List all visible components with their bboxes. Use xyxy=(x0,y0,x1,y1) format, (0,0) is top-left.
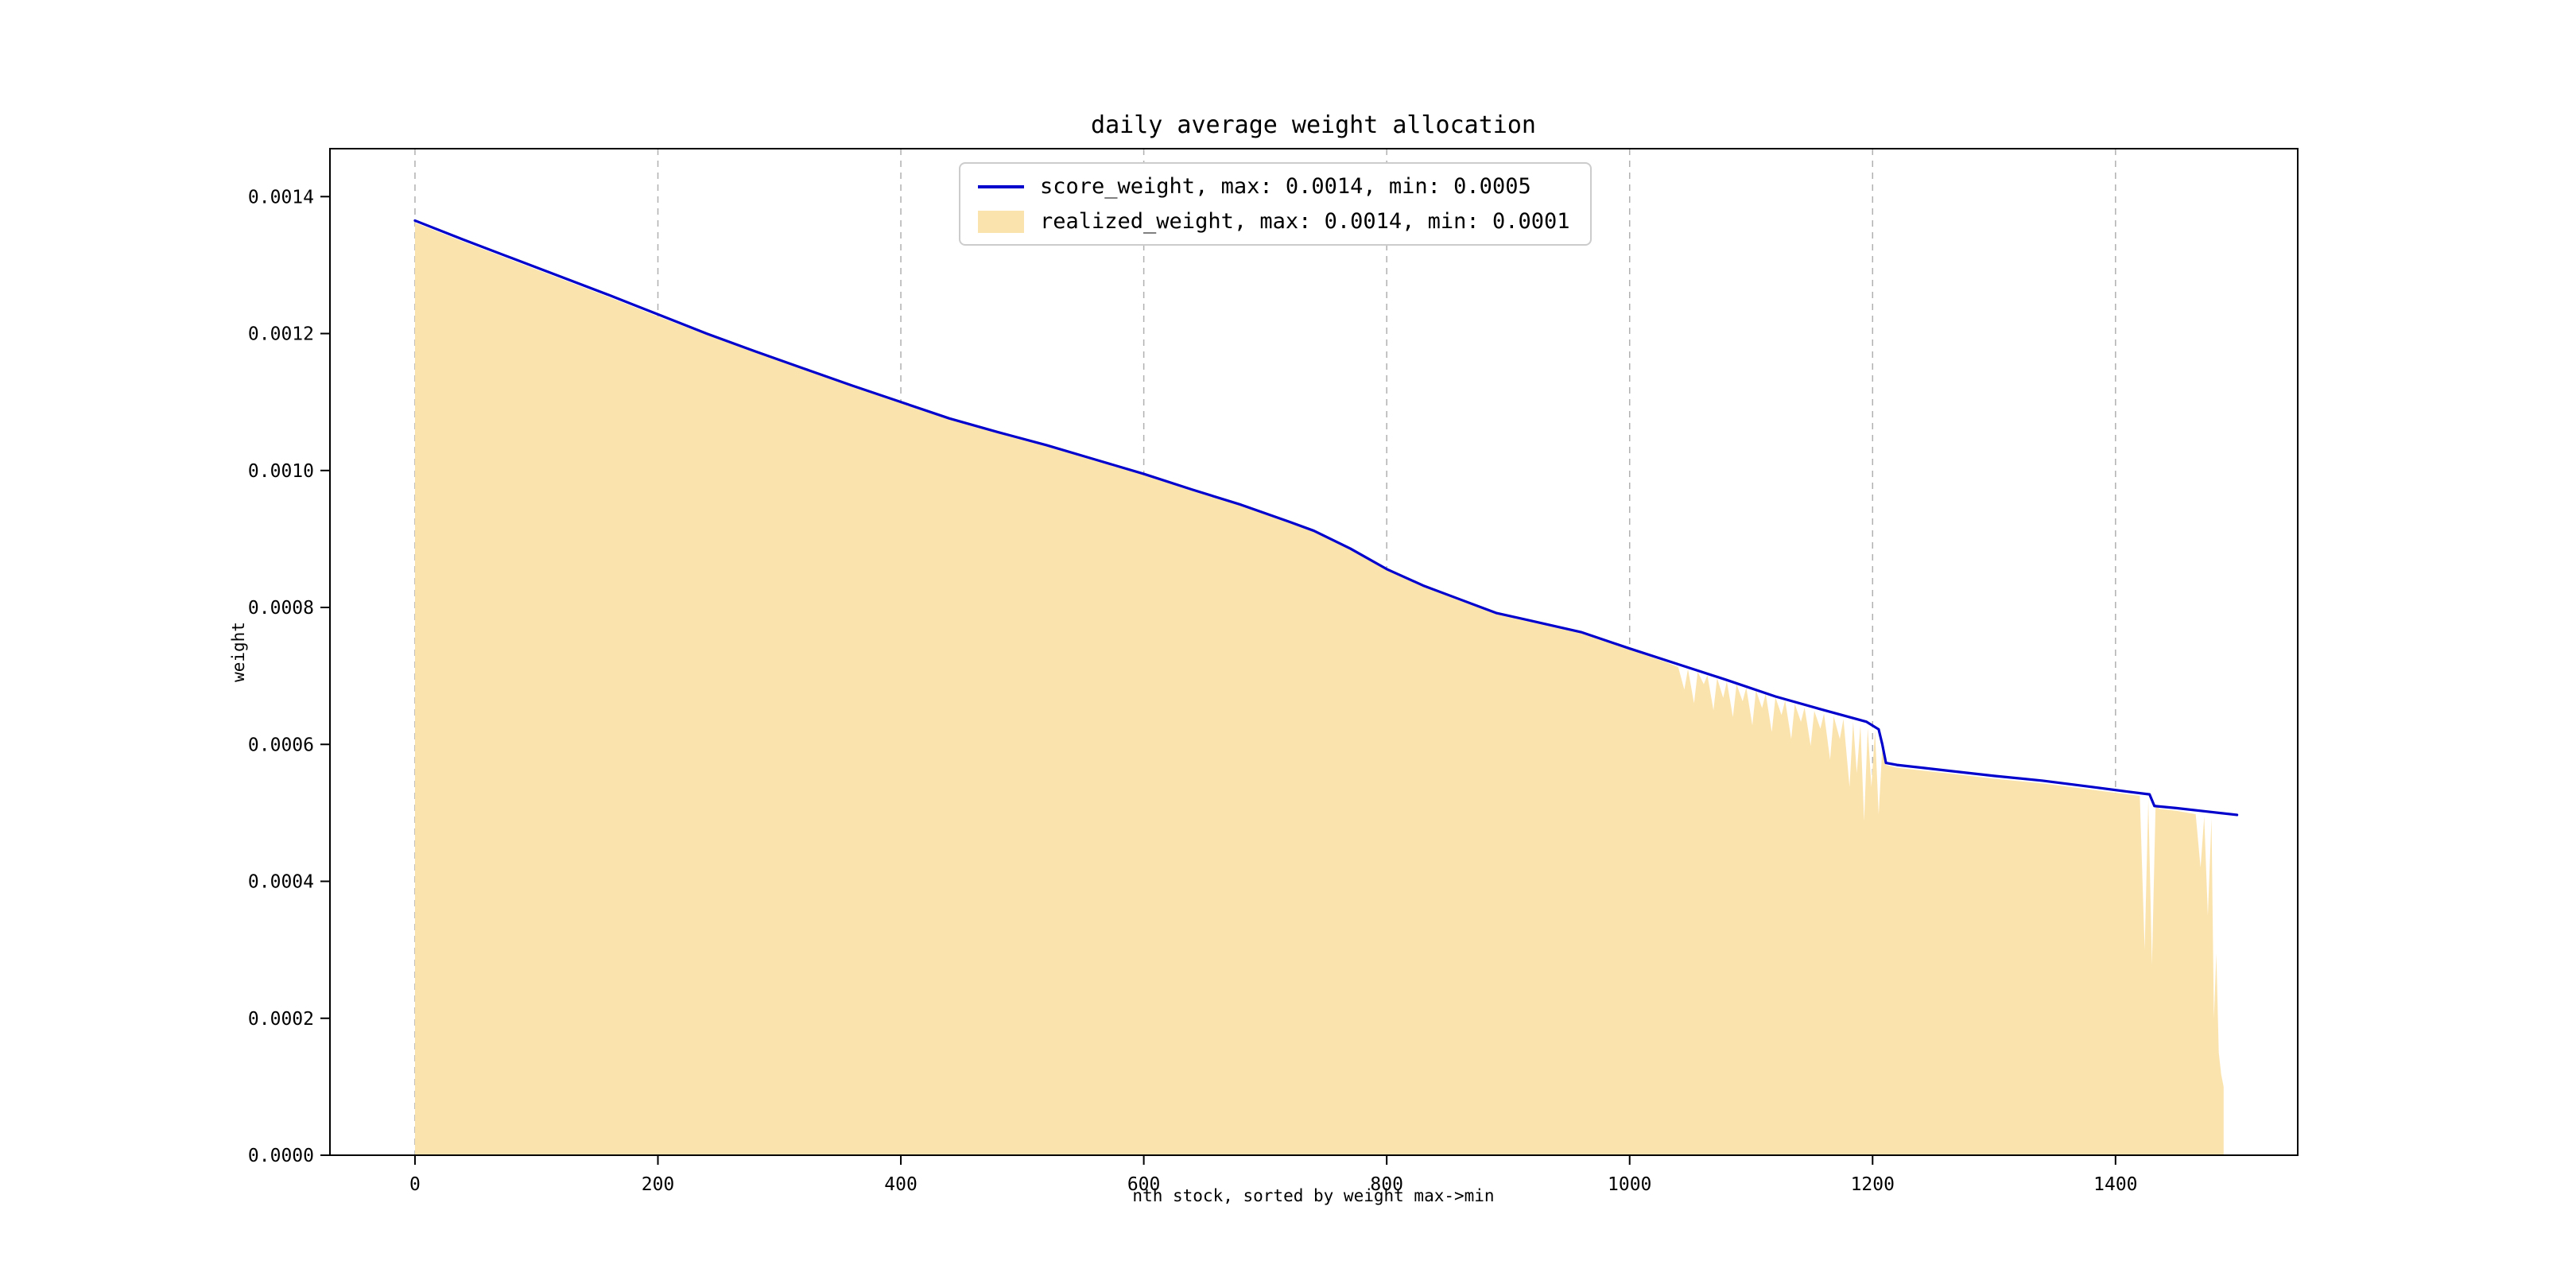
y-tick-label: 0.0000 xyxy=(248,1146,314,1166)
legend-label-score: score_weight, max: 0.0014, min: 0.0005 xyxy=(1040,174,1531,199)
legend-row-score: score_weight, max: 0.0014, min: 0.0005 xyxy=(978,175,1569,199)
legend-label-realized: realized_weight, max: 0.0014, min: 0.000… xyxy=(1040,208,1570,234)
y-axis-label: weight xyxy=(229,622,248,682)
y-tick-label: 0.0006 xyxy=(248,735,314,755)
x-tick-label: 1200 xyxy=(1851,1174,1895,1195)
legend-line-sample xyxy=(978,184,1024,188)
y-tick-label: 0.0008 xyxy=(248,598,314,619)
realized-weight-area xyxy=(414,223,2224,1156)
x-tick-label: 1400 xyxy=(2093,1174,2137,1195)
chart-title: daily average weight allocation xyxy=(1091,111,1536,139)
legend-row-realized: realized_weight, max: 0.0014, min: 0.000… xyxy=(978,208,1570,234)
x-tick-label: 1000 xyxy=(1608,1174,1651,1195)
legend: score_weight, max: 0.0014, min: 0.0005 r… xyxy=(959,162,1593,246)
y-tick-label: 0.0004 xyxy=(248,872,314,893)
x-axis-label: nth stock, sorted by weight max->min xyxy=(1132,1186,1495,1205)
y-tick-label: 0.0010 xyxy=(248,461,314,482)
y-tick-label: 0.0002 xyxy=(248,1009,314,1030)
score-weight-line xyxy=(413,219,2239,817)
axes-box xyxy=(329,148,2299,1156)
x-tick-label: 800 xyxy=(1370,1174,1403,1195)
x-tick-label: 200 xyxy=(642,1174,675,1195)
y-tick-label: 0.0012 xyxy=(248,324,314,345)
x-tick-label: 400 xyxy=(884,1174,918,1195)
legend-patch-sample xyxy=(978,210,1024,233)
y-tick-label: 0.0014 xyxy=(248,187,314,208)
x-tick-label: 0 xyxy=(409,1174,421,1195)
x-tick-label: 600 xyxy=(1127,1174,1161,1195)
